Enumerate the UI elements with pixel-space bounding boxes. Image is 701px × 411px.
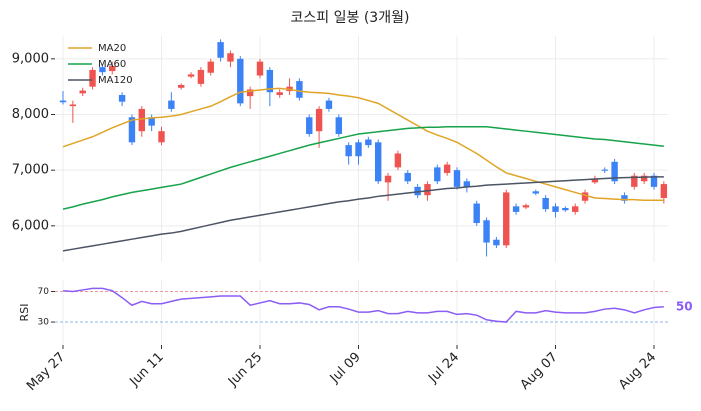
candle-body — [178, 84, 185, 88]
y-tick-label: 8,000 — [12, 107, 49, 122]
candle-body — [611, 161, 618, 182]
candle-body — [562, 208, 569, 211]
x-tick-label: Jun 11 — [126, 350, 166, 390]
candle-body — [109, 66, 116, 72]
candle-body — [365, 139, 372, 146]
candle-body — [552, 206, 559, 212]
candle-body — [168, 100, 175, 109]
candle-body — [207, 61, 214, 73]
candle-body — [158, 131, 165, 143]
candle-body — [394, 153, 402, 168]
candle-body — [443, 164, 451, 173]
x-tick-label: Aug 07 — [518, 350, 561, 393]
candle-body — [404, 172, 411, 182]
candle-body — [621, 195, 628, 201]
last-value-label: 50 — [676, 299, 693, 313]
candle-body — [69, 104, 77, 107]
candle-body — [631, 175, 638, 187]
candle-body — [601, 169, 608, 171]
candle-body — [99, 67, 106, 73]
candle-body — [483, 220, 490, 243]
ma-line — [62, 125, 664, 210]
legend-label: MA20 — [98, 43, 126, 54]
candle-body — [375, 142, 382, 182]
candle-body — [384, 175, 392, 183]
candle-body — [434, 167, 441, 182]
candle-body — [276, 92, 283, 96]
candle-body — [118, 95, 126, 102]
candle-body — [453, 170, 461, 187]
candle-body — [345, 145, 352, 157]
y-tick-label: 7,000 — [12, 163, 49, 178]
candle-body — [217, 42, 224, 58]
y-tick-label: 6,000 — [12, 218, 49, 233]
legend-label: MA60 — [98, 59, 126, 70]
x-tick-label: Jul 24 — [425, 350, 462, 387]
x-tick-label: Jun 25 — [225, 350, 265, 390]
candle-body — [522, 205, 530, 208]
candle-body — [296, 81, 303, 98]
ma-line — [62, 176, 664, 252]
candle-body — [424, 184, 431, 196]
candle-body — [335, 117, 342, 134]
candle-body — [128, 117, 136, 143]
candle-body — [473, 203, 480, 224]
candle-body — [197, 69, 205, 84]
candle-body — [581, 192, 589, 201]
candle-body — [256, 61, 264, 76]
candle-body — [414, 186, 421, 196]
candle-body — [227, 53, 234, 62]
candle-body — [503, 192, 510, 246]
candle-body — [187, 74, 195, 77]
legend-label: MA120 — [98, 75, 133, 86]
candle-body — [591, 178, 599, 183]
candle-body — [246, 89, 254, 97]
candle-body — [306, 117, 313, 134]
candle-body — [660, 184, 668, 198]
candle-body — [640, 175, 648, 182]
y-tick-label: 30 — [38, 318, 50, 328]
y-tick-label: 9,000 — [12, 51, 49, 66]
candle-body — [463, 181, 471, 187]
chart-title: 코스피 일봉 (3개월) — [291, 10, 410, 26]
y-tick-label: 70 — [38, 287, 50, 297]
candle-body — [493, 239, 500, 246]
candle-body — [512, 206, 520, 212]
candle-body — [572, 206, 579, 212]
y-axis-label: RSI — [18, 304, 31, 322]
candle-body — [148, 117, 155, 126]
rsi-line — [62, 287, 664, 323]
candle-body — [650, 175, 658, 187]
candle-body — [355, 142, 362, 157]
x-tick-label: Jul 09 — [327, 350, 364, 387]
candle-body — [532, 191, 539, 194]
candle-body — [79, 90, 86, 94]
candle-body — [138, 108, 145, 132]
candle-body — [315, 108, 323, 132]
x-tick-label: Aug 24 — [616, 350, 659, 393]
ma-line — [62, 87, 664, 201]
candle-body — [237, 58, 244, 104]
candle-body — [89, 69, 96, 87]
x-tick-label: May 27 — [24, 350, 68, 394]
candle-body — [325, 100, 333, 109]
candle-body — [266, 69, 274, 93]
candle-body — [542, 197, 549, 210]
candle-body — [59, 100, 67, 103]
